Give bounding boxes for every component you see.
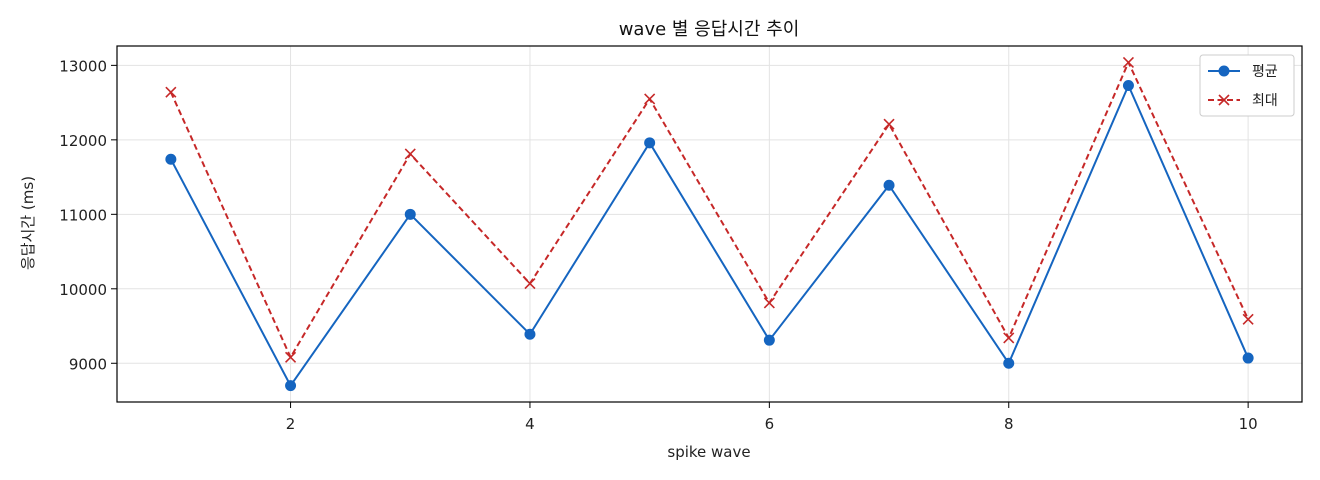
data-point xyxy=(883,118,895,130)
data-point xyxy=(524,328,536,340)
data-point xyxy=(763,297,775,309)
data-point xyxy=(883,179,895,191)
series-2 xyxy=(165,56,1254,363)
y-tick-label: 11000 xyxy=(59,206,107,224)
data-point xyxy=(524,278,536,290)
data-point xyxy=(284,351,297,363)
data-point xyxy=(1003,332,1015,344)
x-marker-stroke xyxy=(1003,332,1015,344)
data-point xyxy=(285,380,297,392)
x-marker-stroke xyxy=(883,118,895,130)
data-point xyxy=(1122,79,1134,91)
data-point xyxy=(1122,56,1135,68)
y-tick-label: 10000 xyxy=(59,281,107,299)
y-tick-label: 9000 xyxy=(69,355,107,373)
x-axis-title: spike wave xyxy=(667,443,750,461)
x-tick-label: 6 xyxy=(765,415,775,433)
data-point xyxy=(1242,352,1254,364)
x-tick-label: 8 xyxy=(1004,415,1014,433)
x-tick-label: 10 xyxy=(1239,415,1258,433)
data-point xyxy=(404,208,416,220)
legend-box xyxy=(1199,54,1295,117)
data-point xyxy=(165,153,177,165)
legend-item-2: 최대 xyxy=(1208,93,1278,109)
x-marker-stroke xyxy=(763,297,775,309)
x-marker-stroke xyxy=(404,148,416,160)
data-point xyxy=(644,93,656,105)
x-tick-label: 2 xyxy=(286,415,296,433)
legend-item-1: 평균 xyxy=(1208,64,1278,80)
series-layer xyxy=(165,56,1254,392)
data-point xyxy=(404,148,416,160)
data-point xyxy=(763,334,775,346)
legend-marker xyxy=(1218,94,1230,106)
y-tick-label: 12000 xyxy=(59,132,107,150)
legend-label: 평균 xyxy=(1252,64,1278,80)
axis-ticks: 2 4 6 8 10 9000 10000 11000 12000 13000 xyxy=(59,57,1257,433)
x-marker-stroke xyxy=(524,278,536,290)
x-marker-stroke xyxy=(644,93,656,105)
x-marker-stroke xyxy=(284,351,297,363)
data-point xyxy=(165,86,177,98)
plot-area-frame xyxy=(116,45,1303,403)
y-tick-label: 13000 xyxy=(59,57,107,75)
data-point xyxy=(1003,357,1015,369)
x-marker-stroke xyxy=(1122,56,1135,68)
series-line xyxy=(169,61,1250,359)
series-line xyxy=(169,84,1250,387)
legend-marker xyxy=(1218,65,1230,77)
legend-label: 최대 xyxy=(1252,93,1278,109)
x-tick-label: 4 xyxy=(525,415,535,433)
y-axis-title: 응답시간 (ms) xyxy=(19,176,37,270)
data-point xyxy=(1242,313,1254,325)
x-marker-stroke xyxy=(1218,94,1230,106)
x-marker-stroke xyxy=(1242,313,1254,325)
series-1 xyxy=(165,79,1254,392)
data-point xyxy=(644,137,656,149)
x-marker-stroke xyxy=(165,86,177,98)
chart-title: wave 별 응답시간 추이 xyxy=(619,19,800,40)
